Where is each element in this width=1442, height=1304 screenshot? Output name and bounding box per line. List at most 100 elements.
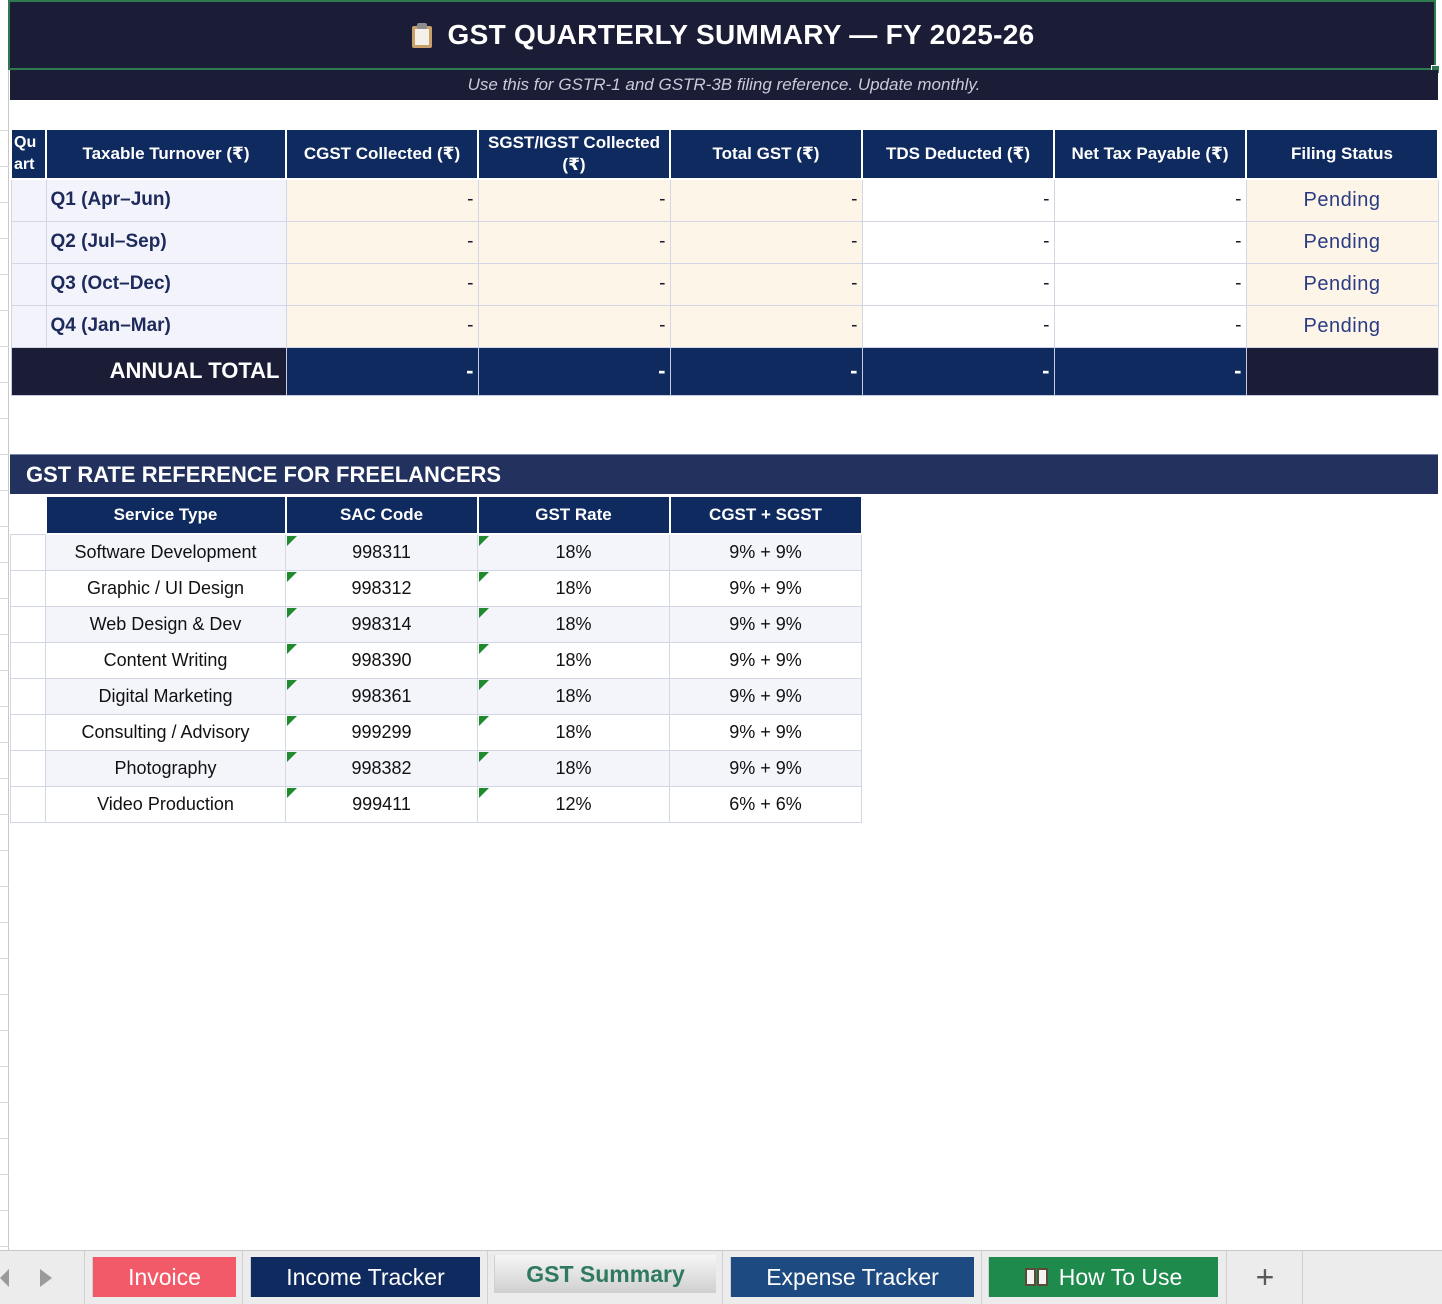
column-header[interactable]: TDS Deducted (₹) <box>861 128 1055 180</box>
net-tax-cell[interactable]: - <box>1053 262 1247 306</box>
gst-rate-cell[interactable]: 18% <box>477 713 670 751</box>
total-gst-cell[interactable]: - <box>669 220 863 264</box>
sac-code-cell[interactable]: 998311 <box>285 533 478 571</box>
cgst-sgst-cell[interactable]: 9% + 9% <box>669 677 862 715</box>
title-banner[interactable]: GST QUARTERLY SUMMARY — FY 2025-26 <box>8 0 1440 74</box>
cgst-sgst-cell[interactable]: 9% + 9% <box>669 749 862 787</box>
filing-status-cell[interactable]: Pending <box>1245 220 1439 264</box>
table-cell[interactable] <box>10 785 46 823</box>
table-cell[interactable] <box>10 713 46 751</box>
tab-expense-tracker[interactable]: Expense Tracker <box>730 1257 974 1297</box>
net-tax-cell[interactable]: - <box>1053 178 1247 222</box>
column-header[interactable]: Filing Status <box>1245 128 1439 180</box>
net-tax-cell[interactable]: - <box>1053 304 1247 348</box>
quarter-label[interactable]: Q1 (Apr–Jun) <box>45 178 287 222</box>
service-type-cell[interactable]: Photography <box>45 749 286 787</box>
annual-total-gst-cell[interactable]: - <box>669 346 863 396</box>
service-type-cell[interactable]: Video Production <box>45 785 286 823</box>
sac-code-cell[interactable]: 999299 <box>285 713 478 751</box>
scroll-tabs-right-button[interactable] <box>36 1265 56 1289</box>
table-cell[interactable] <box>10 749 46 787</box>
cgst-cell[interactable]: - <box>285 220 479 264</box>
gst-rate-cell[interactable]: 18% <box>477 749 670 787</box>
total-gst-cell[interactable]: - <box>669 262 863 306</box>
table-cell[interactable] <box>10 677 46 715</box>
column-header[interactable]: Net Tax Payable (₹) <box>1053 128 1247 180</box>
service-type-cell[interactable]: Software Development <box>45 533 286 571</box>
table-cell[interactable] <box>10 533 46 571</box>
annual-tds-cell[interactable]: - <box>861 346 1055 396</box>
quarter-label[interactable]: Q3 (Oct–Dec) <box>45 262 287 306</box>
annual-status-cell[interactable] <box>1245 346 1439 396</box>
column-header[interactable]: Service Type <box>44 495 287 535</box>
total-gst-cell[interactable]: - <box>669 304 863 348</box>
tds-cell[interactable]: - <box>861 178 1055 222</box>
sgst-cell[interactable]: - <box>477 220 671 264</box>
net-tax-cell[interactable]: - <box>1053 220 1247 264</box>
rate-reference-title[interactable]: GST RATE REFERENCE FOR FREELANCERS <box>10 454 1438 494</box>
table-cell[interactable] <box>10 178 47 222</box>
service-type-cell[interactable]: Consulting / Advisory <box>45 713 286 751</box>
cgst-cell[interactable]: - <box>285 178 479 222</box>
table-cell[interactable] <box>10 641 46 679</box>
sgst-cell[interactable]: - <box>477 304 671 348</box>
gst-rate-cell[interactable]: 18% <box>477 533 670 571</box>
tds-cell[interactable]: - <box>861 304 1055 348</box>
column-header[interactable]: Taxable Turnover (₹) <box>45 128 287 180</box>
cgst-sgst-cell[interactable]: 9% + 9% <box>669 605 862 643</box>
cgst-cell[interactable]: - <box>285 262 479 306</box>
cgst-sgst-cell[interactable]: 9% + 9% <box>669 713 862 751</box>
scroll-tabs-left-button[interactable] <box>0 1265 20 1289</box>
sac-code-cell[interactable]: 998314 <box>285 605 478 643</box>
total-gst-cell[interactable]: - <box>669 178 863 222</box>
column-header[interactable]: CGST + SGST <box>668 495 863 535</box>
annual-sgst-cell[interactable]: - <box>477 346 671 396</box>
filing-status-cell[interactable]: Pending <box>1245 178 1439 222</box>
sac-code-cell[interactable]: 998312 <box>285 569 478 607</box>
add-sheet-button[interactable]: + <box>1255 1259 1275 1295</box>
gst-rate-cell[interactable]: 18% <box>477 605 670 643</box>
tab-gst-summary[interactable]: GST Summary <box>494 1255 716 1293</box>
sac-code-cell[interactable]: 998361 <box>285 677 478 715</box>
filing-status-cell[interactable]: Pending <box>1245 262 1439 306</box>
gst-rate-cell[interactable]: 18% <box>477 569 670 607</box>
tab-how-to-use[interactable]: How To Use <box>988 1257 1218 1297</box>
filing-status-cell[interactable]: Pending <box>1245 304 1439 348</box>
service-type-cell[interactable]: Graphic / UI Design <box>45 569 286 607</box>
annual-net-tax-cell[interactable]: - <box>1053 346 1247 396</box>
tds-cell[interactable]: - <box>861 262 1055 306</box>
table-cell[interactable] <box>10 262 47 306</box>
cgst-sgst-cell[interactable]: 6% + 6% <box>669 785 862 823</box>
column-header[interactable]: SAC Code <box>284 495 479 535</box>
gst-rate-cell[interactable]: 18% <box>477 677 670 715</box>
sac-code-cell[interactable]: 999411 <box>285 785 478 823</box>
sac-code-cell[interactable]: 998390 <box>285 641 478 679</box>
service-type-cell[interactable]: Web Design & Dev <box>45 605 286 643</box>
column-header[interactable]: GST Rate <box>476 495 671 535</box>
cgst-sgst-cell[interactable]: 9% + 9% <box>669 533 862 571</box>
tab-income-tracker[interactable]: Income Tracker <box>250 1257 480 1297</box>
cgst-cell[interactable]: - <box>285 304 479 348</box>
column-header[interactable]: Total GST (₹) <box>669 128 863 180</box>
sgst-cell[interactable]: - <box>477 178 671 222</box>
table-cell[interactable] <box>10 496 46 534</box>
column-header[interactable]: SGST/IGST Collected (₹) <box>477 128 671 180</box>
table-cell[interactable] <box>10 304 47 348</box>
sac-code-cell[interactable]: 998382 <box>285 749 478 787</box>
column-header[interactable]: CGST Collected (₹) <box>285 128 479 180</box>
cgst-sgst-cell[interactable]: 9% + 9% <box>669 641 862 679</box>
table-cell[interactable] <box>10 605 46 643</box>
cgst-sgst-cell[interactable]: 9% + 9% <box>669 569 862 607</box>
quarter-label[interactable]: Q4 (Jan–Mar) <box>45 304 287 348</box>
column-header[interactable]: Qu art <box>10 128 47 180</box>
gst-rate-cell[interactable]: 18% <box>477 641 670 679</box>
sgst-cell[interactable]: - <box>477 262 671 306</box>
gst-rate-cell[interactable]: 12% <box>477 785 670 823</box>
tds-cell[interactable]: - <box>861 220 1055 264</box>
table-cell[interactable] <box>10 569 46 607</box>
service-type-cell[interactable]: Content Writing <box>45 641 286 679</box>
quarter-label[interactable]: Q2 (Jul–Sep) <box>45 220 287 264</box>
annual-total-label[interactable]: ANNUAL TOTAL <box>10 346 287 396</box>
table-cell[interactable] <box>10 220 47 264</box>
service-type-cell[interactable]: Digital Marketing <box>45 677 286 715</box>
